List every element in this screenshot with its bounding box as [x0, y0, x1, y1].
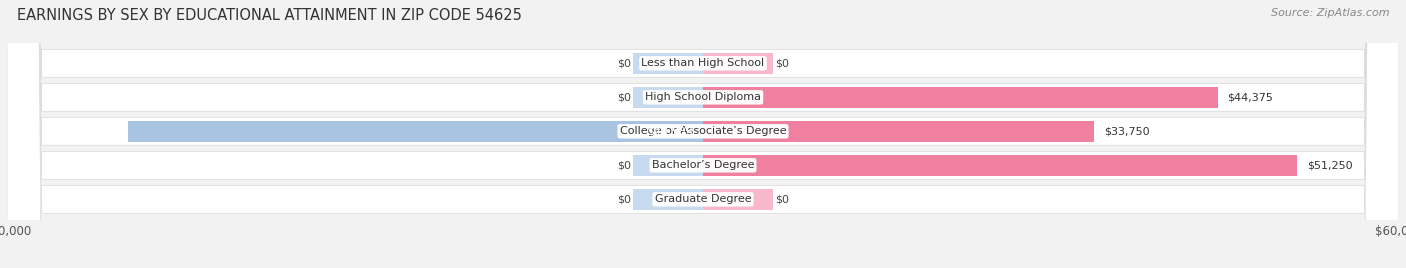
- Bar: [703, 189, 773, 210]
- Text: Bachelor’s Degree: Bachelor’s Degree: [652, 160, 754, 170]
- Text: $0: $0: [617, 160, 631, 170]
- Text: $0: $0: [617, 92, 631, 102]
- Text: $49,583: $49,583: [647, 126, 693, 136]
- Text: EARNINGS BY SEX BY EDUCATIONAL ATTAINMENT IN ZIP CODE 54625: EARNINGS BY SEX BY EDUCATIONAL ATTAINMEN…: [17, 8, 522, 23]
- Text: Source: ZipAtlas.com: Source: ZipAtlas.com: [1271, 8, 1389, 18]
- Bar: [633, 53, 703, 74]
- Text: High School Diploma: High School Diploma: [645, 92, 761, 102]
- Text: Less than High School: Less than High School: [641, 58, 765, 68]
- Text: Graduate Degree: Graduate Degree: [655, 194, 751, 204]
- Text: $0: $0: [775, 194, 789, 204]
- FancyBboxPatch shape: [7, 0, 1399, 268]
- Text: College or Associate’s Degree: College or Associate’s Degree: [620, 126, 786, 136]
- Bar: [703, 53, 773, 74]
- FancyBboxPatch shape: [7, 0, 1399, 268]
- Text: $33,750: $33,750: [1104, 126, 1149, 136]
- FancyBboxPatch shape: [7, 0, 1399, 268]
- Text: $0: $0: [617, 194, 631, 204]
- FancyBboxPatch shape: [7, 0, 1399, 268]
- Text: $0: $0: [617, 58, 631, 68]
- FancyBboxPatch shape: [7, 0, 1399, 268]
- Bar: [703, 155, 1298, 176]
- Bar: [128, 121, 703, 142]
- Bar: [703, 87, 1218, 108]
- Bar: [633, 189, 703, 210]
- Bar: [633, 87, 703, 108]
- Text: $44,375: $44,375: [1227, 92, 1272, 102]
- Bar: [703, 121, 1094, 142]
- Text: $0: $0: [775, 58, 789, 68]
- Bar: [633, 155, 703, 176]
- Text: $51,250: $51,250: [1306, 160, 1353, 170]
